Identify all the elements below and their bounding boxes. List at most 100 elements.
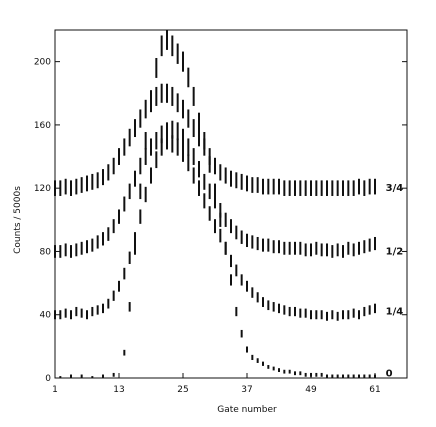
- curve-label: 3/4: [386, 183, 404, 194]
- data-point: [267, 178, 270, 195]
- data-point: [155, 86, 158, 106]
- data-point: [219, 202, 222, 218]
- data-point: [214, 157, 216, 175]
- data-point: [134, 232, 136, 246]
- data-point: [267, 238, 270, 252]
- data-point: [134, 119, 136, 138]
- curve-label: 1/4: [386, 307, 404, 318]
- data-point: [139, 157, 142, 175]
- data-point: [171, 120, 174, 139]
- data-point: [187, 67, 190, 88]
- data-point: [374, 374, 376, 378]
- data-point: [358, 178, 360, 195]
- data-point: [102, 232, 104, 246]
- data-point: [342, 310, 344, 320]
- data-point: [315, 372, 318, 377]
- data-point: [102, 303, 104, 314]
- data-point: [262, 238, 264, 252]
- data-point: [331, 310, 334, 320]
- data-point: [112, 157, 115, 175]
- data-point: [288, 180, 291, 196]
- data-point: [203, 193, 206, 209]
- data-point: [86, 240, 88, 254]
- data-point: [198, 112, 200, 131]
- data-point: [235, 225, 238, 240]
- data-point: [262, 361, 264, 366]
- data-point: [256, 236, 259, 251]
- data-point: [299, 308, 302, 318]
- data-point: [160, 35, 163, 57]
- data-point: [219, 164, 222, 181]
- data-point: [368, 238, 371, 252]
- data-point: [336, 374, 339, 378]
- data-point: [246, 175, 248, 192]
- data-point: [123, 267, 126, 280]
- data-point: [310, 243, 312, 257]
- data-point: [240, 274, 243, 286]
- data-point: [347, 310, 350, 320]
- data-point: [59, 310, 62, 320]
- data-point: [198, 128, 200, 147]
- data-point: [347, 180, 350, 196]
- data-point: [166, 122, 168, 141]
- data-point: [230, 274, 232, 286]
- data-point: [363, 180, 366, 196]
- data-point: [160, 83, 163, 103]
- data-point: [182, 144, 184, 162]
- data-point: [182, 99, 184, 119]
- data-point: [347, 374, 350, 378]
- data-point: [326, 311, 328, 321]
- data-point: [251, 354, 254, 361]
- data-point: [70, 245, 72, 258]
- data-point: [171, 86, 174, 106]
- data-point: [262, 297, 264, 308]
- x-tick-label: 61: [369, 385, 380, 395]
- data-point: [75, 178, 78, 195]
- data-point: [102, 169, 104, 186]
- data-point: [86, 310, 88, 320]
- data-point: [315, 241, 318, 255]
- data-point: [59, 180, 62, 196]
- data-point: [230, 219, 232, 234]
- data-point: [107, 164, 110, 181]
- data-point: [54, 310, 56, 320]
- data-point: [310, 180, 312, 196]
- data-point: [64, 308, 67, 318]
- data-point: [246, 280, 248, 292]
- data-point: [80, 308, 83, 318]
- x-tick-label: 13: [113, 385, 124, 395]
- data-point: [342, 180, 344, 196]
- data-point: [283, 241, 286, 255]
- data-point: [283, 369, 286, 374]
- data-point: [64, 243, 67, 257]
- data-point: [251, 235, 254, 249]
- data-point: [112, 290, 115, 301]
- data-point: [352, 243, 355, 257]
- data-point: [208, 206, 211, 221]
- data-point: [80, 374, 83, 378]
- data-point: [64, 178, 67, 195]
- data-point: [139, 209, 142, 224]
- data-point: [368, 374, 371, 378]
- data-point: [336, 311, 339, 321]
- data-point: [139, 109, 142, 128]
- data-point: [363, 306, 366, 317]
- data-point: [294, 241, 296, 255]
- data-point: [310, 310, 312, 320]
- data-point: [198, 180, 200, 196]
- data-point: [171, 135, 174, 153]
- data-point: [374, 178, 376, 195]
- data-point: [96, 305, 99, 315]
- data-point: [326, 374, 328, 378]
- data-point: [70, 374, 72, 378]
- data-point: [192, 86, 195, 106]
- data-point: [352, 180, 355, 196]
- data-point: [283, 305, 286, 315]
- data-point: [288, 369, 291, 374]
- x-tick-label: 1: [52, 385, 58, 395]
- y-tick-label: 80: [40, 247, 52, 257]
- data-point: [224, 212, 227, 227]
- data-points: [54, 30, 376, 379]
- data-point: [144, 132, 147, 150]
- y-tick-label: 160: [34, 121, 51, 131]
